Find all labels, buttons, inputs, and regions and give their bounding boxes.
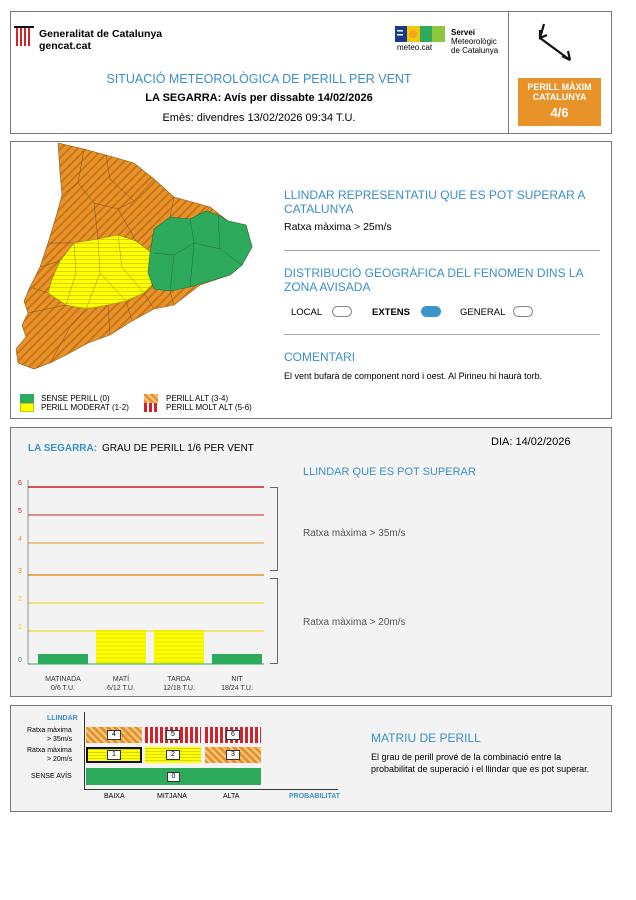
chart-y-tick-5: 5 [18, 508, 22, 515]
max-danger-label-2: CATALUNYA [532, 92, 587, 102]
matrix-cell-low-alta: 3 [205, 747, 261, 763]
comments-heading: COMENTARI [284, 350, 356, 364]
divider-2 [284, 334, 600, 335]
chart-y-tick-6: 6 [18, 480, 22, 487]
legend-swatch-sense-perill [20, 394, 34, 403]
matrix-cell-high-alta: 6 [205, 727, 261, 743]
chart-bar-1 [96, 630, 146, 664]
divider-1 [284, 250, 600, 251]
chart-x-label-3: NIT [231, 676, 243, 683]
meteocat-caption: meteo.cat [397, 43, 433, 52]
matrix-col-mitjana: MITJANA [157, 793, 187, 800]
chart-x-label-2: TARDA [167, 676, 191, 683]
chart-y-tick-3: 3 [18, 568, 22, 575]
max-danger-badge: PERILL MÀXIM CATALUNYA 4/6 [518, 78, 601, 126]
matrix-row-none: SENSE AVÍS [31, 773, 72, 780]
legend-label-perill-alt: PERILL ALT (3-4) [166, 394, 229, 403]
threshold-heading: LLINDAR REPRESENTATIU QUE ES POT SUPERAR… [284, 188, 585, 216]
threshold-bracket-low [270, 578, 278, 664]
max-danger-box [508, 11, 612, 134]
page-title: SITUACIÓ METEOROLÒGICA DE PERILL PER VEN… [106, 72, 412, 86]
chart-x-label-0: MATINADA [45, 676, 81, 683]
chart-bar-2 [154, 630, 204, 664]
matrix-row-high-2: > 35m/s [47, 736, 73, 743]
chart-threshold-low: Ratxa màxima > 20m/s [303, 617, 406, 628]
chart-threshold-heading: LLINDAR QUE ES POT SUPERAR [303, 466, 476, 478]
wind-direction-arrow-icon [537, 20, 577, 64]
chart-y-tick-4: 4 [18, 536, 22, 543]
danger-chart: 0 1 2 3 4 5 6 MATINADA 0/6 T.U. MATÍ 6/12 T.U. TARD… [18, 480, 264, 692]
option-extens-toggle[interactable] [421, 306, 441, 317]
chart-y-tick-1: 1 [18, 624, 22, 631]
legend-label-sense-perill: SENSE PERILL (0) [41, 394, 110, 403]
max-danger-value: 4/6 [550, 105, 569, 120]
option-local-label: LOCAL [291, 307, 323, 318]
matrix-box [10, 705, 612, 812]
matrix-cell-low-baixa: 1 [86, 747, 142, 763]
matrix-cell-low-mitjana: 2 [145, 747, 201, 763]
issued-date: Emès: divendres 13/02/2026 09:34 T.U. [162, 112, 356, 124]
servei-line-2: Meteorològic [451, 37, 497, 46]
map-section-box [10, 141, 612, 419]
threshold-value: Ratxa màxima > 25m/s [284, 221, 392, 233]
matrix-cell-none: 0 [86, 768, 261, 785]
chart-y-tick-0: 0 [18, 657, 22, 664]
option-local-toggle[interactable] [332, 306, 352, 317]
matrix-heading: MATRIU DE PERILL [371, 731, 481, 745]
matrix-row-low-2: > 20m/s [47, 756, 73, 763]
option-extens-label: EXTENS [372, 307, 411, 318]
max-danger-label-1: PERILL MÀXIM [527, 82, 592, 92]
legend-label-perill-moderat: PERILL MODERAT (1-2) [41, 403, 129, 412]
option-general-label: GENERAL [460, 307, 506, 318]
servei-line-3: de Catalunya [451, 46, 499, 55]
matrix-col-alta: ALTA [223, 793, 240, 800]
legend-swatch-perill-molt-alt [144, 403, 158, 412]
gencat-url: gencat.cat [39, 40, 91, 52]
matrix-cell-high-baixa: 4 [86, 727, 142, 743]
chart-x-range-3: 18/24 T.U. [221, 685, 253, 692]
matrix-row-low-1: Ratxa màxima [27, 747, 72, 754]
gencat-logo-icon [14, 26, 34, 48]
matrix-llindar-label: LLINDAR [47, 715, 78, 722]
threshold-bracket-high [270, 487, 278, 571]
chart-title: GRAU DE PERILL 1/6 PER VENT [102, 443, 254, 454]
matrix-cell-high-mitjana: 5 [145, 727, 201, 743]
meteocat-logo-icon [395, 26, 445, 50]
matrix-row-high-1: Ratxa màxima [27, 727, 72, 734]
option-general-toggle[interactable] [513, 306, 533, 317]
chart-y-tick-2: 2 [18, 596, 22, 603]
matrix-col-baixa: BAIXA [104, 793, 125, 800]
chart-x-range-1: 6/12 T.U. [107, 685, 135, 692]
legend-swatch-perill-moderat [20, 403, 34, 412]
comments-text: El vent bufarà de component nord i oest.… [284, 371, 543, 381]
servei-line-1: Servei [451, 28, 476, 37]
matrix-description: El grau de perill prové de la combinació… [371, 752, 590, 774]
warning-subtitle: LA SEGARRA: Avís per dissabte 14/02/2026 [145, 92, 373, 104]
distribution-heading: DISTRIBUCIÓ GEOGRÀFICA DEL FENOMEN DINS … [284, 266, 583, 294]
gencat-name: Generalitat de Catalunya [39, 28, 163, 40]
chart-x-range-2: 12/18 T.U. [163, 685, 195, 692]
catalonia-map [14, 142, 276, 371]
chart-bar-3 [212, 654, 262, 664]
chart-x-range-0: 0/6 T.U. [51, 685, 75, 692]
header-box [10, 11, 612, 134]
chart-threshold-high: Ratxa màxima > 35m/s [303, 528, 406, 539]
matrix-x-axis [84, 789, 338, 790]
chart-bar-0 [38, 654, 88, 664]
chart-date: DIA: 14/02/2026 [491, 436, 571, 448]
legend-label-perill-molt-alt: PERILL MOLT ALT (5-6) [166, 403, 252, 412]
legend-swatch-perill-alt [144, 394, 158, 403]
chart-x-label-1: MATÍ [113, 674, 129, 683]
matrix-y-axis [84, 712, 85, 790]
matrix-probability-label: PROBABILITAT [289, 793, 341, 800]
chart-region: LA SEGARRA: [28, 443, 98, 454]
